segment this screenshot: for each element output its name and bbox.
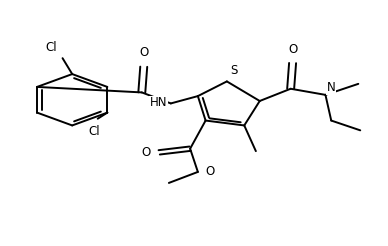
Text: O: O: [139, 46, 148, 59]
Text: O: O: [288, 43, 297, 56]
Text: N: N: [327, 81, 335, 94]
Text: O: O: [206, 165, 215, 178]
Text: S: S: [231, 64, 238, 77]
Text: O: O: [142, 146, 151, 159]
Text: Cl: Cl: [45, 41, 57, 54]
Text: HN: HN: [149, 96, 167, 109]
Text: Cl: Cl: [88, 125, 100, 138]
